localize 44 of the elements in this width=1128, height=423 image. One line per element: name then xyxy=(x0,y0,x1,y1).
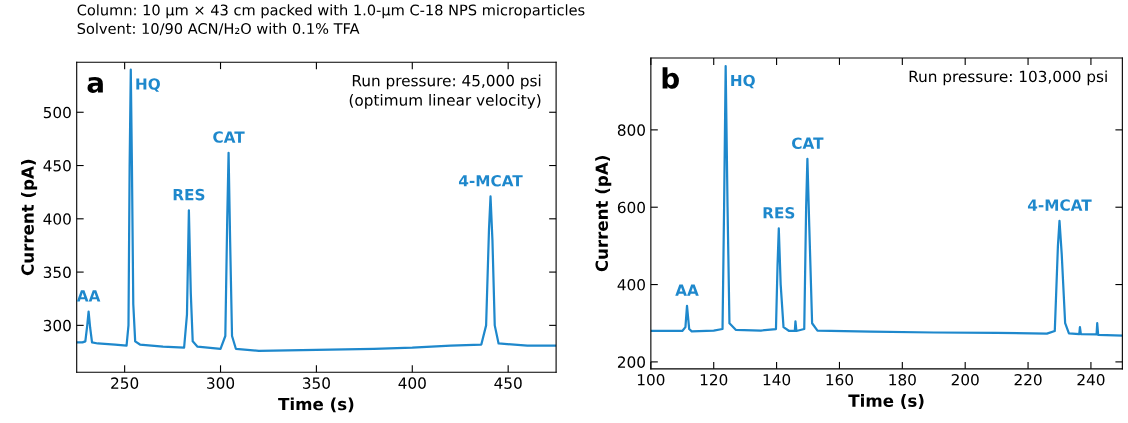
x-axis-title: Time (s) xyxy=(848,394,924,409)
annotation: Run pressure: 45,000 psi (optimum linear velocity) xyxy=(349,74,541,109)
x-tick-label: 200 xyxy=(951,373,979,386)
x-tick-label: 100 xyxy=(637,373,665,386)
x-tick-label: 350 xyxy=(302,377,330,389)
annotation: HQ xyxy=(731,74,755,89)
y-tick-label: 400 xyxy=(617,279,645,291)
annotation: AA xyxy=(675,284,699,296)
y-tick-label: 800 xyxy=(617,124,645,136)
y-axis-title: Current (pA) xyxy=(595,156,612,272)
line-series xyxy=(76,68,557,353)
annotation: a xyxy=(87,77,103,93)
x-tick-label: 160 xyxy=(826,373,854,386)
x-axis-title: Time (s) xyxy=(278,397,354,413)
y-tick-label: 450 xyxy=(43,160,71,172)
y-tick-label: 350 xyxy=(43,266,71,279)
annotation: HQ xyxy=(136,78,160,92)
annotation: CAT xyxy=(792,137,824,149)
annotation: b xyxy=(662,67,679,89)
y-tick-label: 600 xyxy=(617,201,645,214)
annotation: CAT xyxy=(213,131,245,143)
x-tick-label: 220 xyxy=(1014,373,1042,386)
x-tick-label: 300 xyxy=(207,377,235,389)
x-tick-label: 140 xyxy=(763,373,791,386)
annotation: Run pressure: 103,000 psi xyxy=(909,70,1107,86)
chart-subtitle: Solvent: 10/90 ACN/H₂O with 0.1% TFA xyxy=(77,22,360,36)
annotation: 4-MCAT xyxy=(1027,199,1092,211)
x-tick-label: 120 xyxy=(700,373,728,386)
y-axis-title: Current (pA) xyxy=(21,159,38,276)
x-tick-label: 240 xyxy=(1077,373,1105,386)
x-tick-label: 180 xyxy=(889,373,916,386)
line-series xyxy=(650,64,1123,337)
annotation: RES xyxy=(173,188,205,201)
y-tick-label: 300 xyxy=(43,319,71,332)
y-tick-label: 200 xyxy=(617,356,645,368)
annotation: 4-MCAT xyxy=(458,174,523,187)
annotation: AA xyxy=(76,290,101,302)
y-tick-label: 500 xyxy=(43,106,71,119)
chart-title: Column: 10 μm × 43 cm packed with 1.0-μm C-18 NPS microparticles xyxy=(77,4,585,19)
annotation: RES xyxy=(763,207,795,219)
x-tick-label: 450 xyxy=(494,377,522,389)
x-tick-label: 400 xyxy=(398,377,426,389)
y-tick-label: 400 xyxy=(43,213,71,225)
x-tick-label: 250 xyxy=(111,377,139,389)
